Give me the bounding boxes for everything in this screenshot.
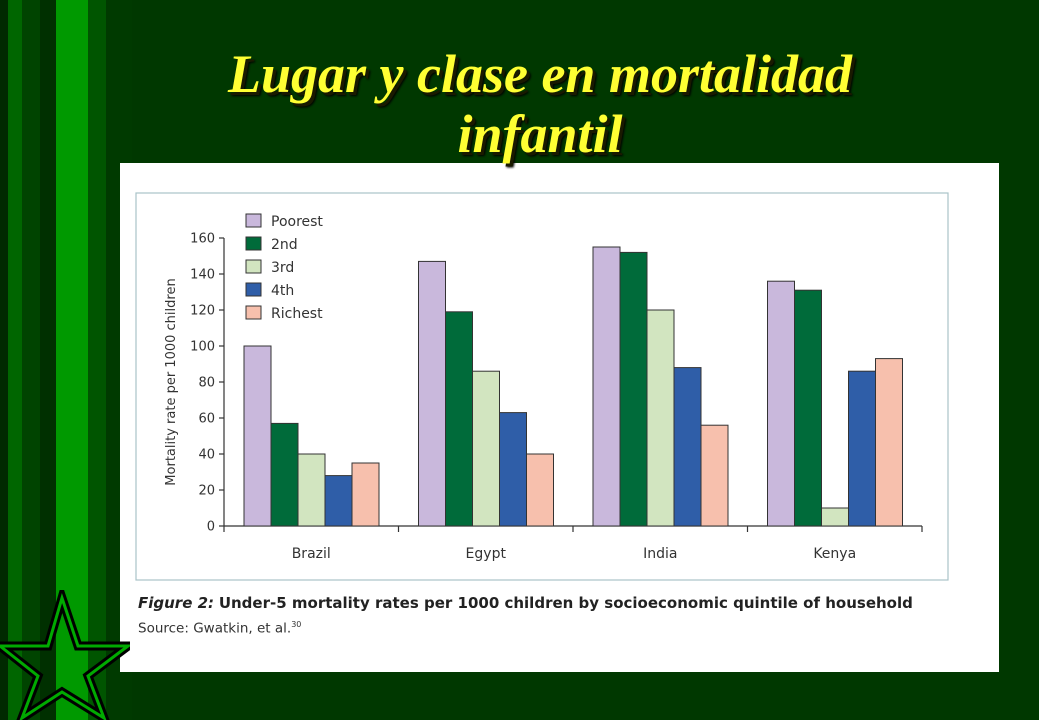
figure-caption: Figure 2: Under-5 mortality rates per 10… xyxy=(138,594,913,612)
figure-source: Source: Gwatkin, et al.30 xyxy=(138,620,301,637)
bar-4th-kenya xyxy=(848,370,876,527)
y-tick-label: 100 xyxy=(190,340,215,355)
bar-3rd-india xyxy=(646,309,675,527)
caption-label: Figure 2: xyxy=(138,594,215,612)
y-tick-label: 160 xyxy=(190,232,215,247)
legend-label: Poorest xyxy=(271,214,323,230)
caption-text: Under-5 mortality rates per 1000 childre… xyxy=(218,594,913,612)
slide-title: Lugar y clase en mortalidad infantil xyxy=(150,44,930,164)
bar-3rd-brazil xyxy=(297,453,326,527)
bar-4th-brazil xyxy=(324,475,353,527)
y-tick-label: 80 xyxy=(198,376,215,391)
bar-2nd-kenya xyxy=(794,289,822,527)
y-tick-label: 40 xyxy=(198,448,215,463)
x-tick-label: Egypt xyxy=(466,546,507,562)
x-tick-label: Kenya xyxy=(813,546,856,562)
legend-label: 3rd xyxy=(271,260,294,276)
legend-swatch xyxy=(245,305,262,320)
bar-richest-brazil xyxy=(351,462,380,527)
x-tick-label: India xyxy=(643,546,677,562)
legend-swatch xyxy=(245,259,262,274)
y-tick-label: 0 xyxy=(207,520,215,535)
y-tick-label: 20 xyxy=(198,484,215,499)
bar-2nd-india xyxy=(619,251,648,527)
bar-3rd-egypt xyxy=(472,370,500,527)
y-tick-label: 140 xyxy=(190,268,215,283)
bar-poorest-kenya xyxy=(767,280,795,527)
bar-3rd-kenya xyxy=(821,507,849,527)
star-icon xyxy=(0,590,130,720)
figure-panel: 0 20 40 60 80 100 120 140 160 Mortality rate per … xyxy=(120,163,999,672)
legend-label: 4th xyxy=(271,283,294,299)
bar-poorest-egypt xyxy=(418,260,446,527)
source-ref: 30 xyxy=(291,620,302,629)
title-line-1: Lugar y clase en mortalidad xyxy=(228,44,852,104)
title-line-2: infantil xyxy=(457,104,623,164)
legend-swatch xyxy=(245,282,262,297)
legend-swatch xyxy=(245,213,262,228)
legend-swatch xyxy=(245,236,262,251)
source-text: Source: Gwatkin, et al. xyxy=(138,620,292,637)
y-tick-label: 120 xyxy=(190,304,215,319)
bar-4th-india xyxy=(673,367,702,527)
legend-label: Richest xyxy=(271,306,323,322)
legend-label: 2nd xyxy=(271,237,298,253)
bar-chart: 0 20 40 60 80 100 120 140 160 Mortality rate per … xyxy=(135,192,949,581)
bar-2nd-egypt xyxy=(445,311,473,527)
y-axis-label: Mortality rate per 1000 children xyxy=(164,278,179,485)
chart-frame xyxy=(135,192,949,581)
bar-2nd-brazil xyxy=(270,422,299,527)
bar-richest-kenya xyxy=(875,358,903,527)
bar-4th-egypt xyxy=(499,412,527,527)
bar-poorest-brazil xyxy=(243,345,272,527)
x-tick-label: Brazil xyxy=(292,546,331,562)
bar-richest-india xyxy=(700,424,729,527)
bar-richest-egypt xyxy=(526,453,554,527)
bar-poorest-india xyxy=(592,246,621,527)
y-tick-label: 60 xyxy=(198,412,215,427)
